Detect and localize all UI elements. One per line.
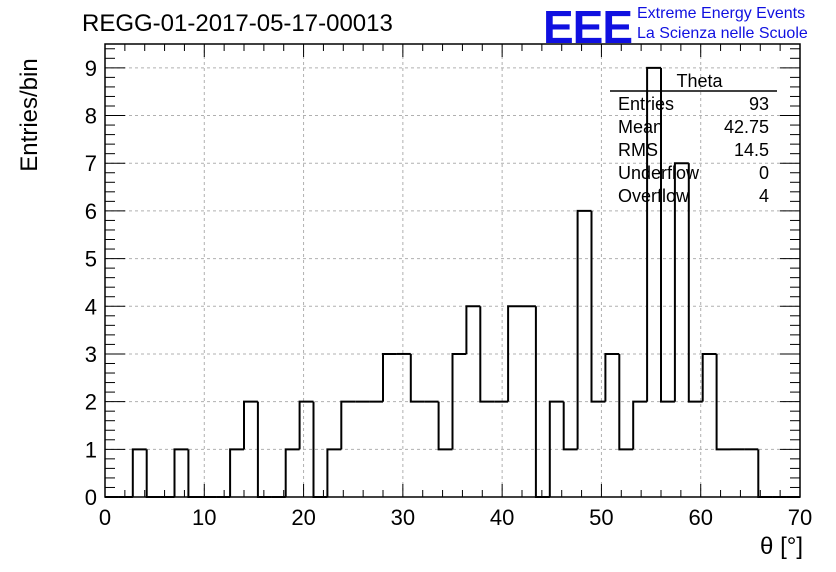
x-tick-label: 60 (688, 505, 712, 530)
y-tick-label: 5 (85, 247, 97, 272)
stats-row-value: 93 (749, 94, 769, 114)
stats-row-label: Entries (618, 94, 674, 114)
x-tick-label: 10 (192, 505, 216, 530)
x-tick-label: 40 (490, 505, 514, 530)
stats-row-label: Overflow (618, 186, 690, 206)
y-tick-label: 4 (85, 294, 97, 319)
eee-logo: EEE (543, 1, 633, 53)
y-tick-label: 0 (85, 485, 97, 510)
histogram-bin (701, 352, 717, 402)
histogram-bin (604, 352, 620, 402)
histogram-bin (145, 449, 161, 498)
stats-row-value: 4 (759, 186, 769, 206)
histogram-bin (243, 400, 258, 450)
stats-row-label: RMS (618, 140, 658, 160)
x-tick-label: 50 (589, 505, 613, 530)
stats-row-label: Mean (618, 117, 663, 137)
histogram-bin (507, 305, 522, 402)
stats-row-label: Underflow (618, 163, 700, 183)
histogram-bin (548, 400, 564, 497)
x-tick-label: 0 (99, 505, 111, 530)
histogram-bin (131, 448, 147, 497)
y-tick-label: 8 (85, 104, 97, 129)
histogram-bin (757, 449, 773, 498)
y-tick-label: 7 (85, 151, 97, 176)
histogram-bin (382, 352, 397, 402)
histogram-bin (326, 448, 342, 497)
histogram-bin (660, 67, 675, 403)
histogram-bin (451, 352, 467, 450)
histogram-bin (298, 400, 314, 450)
y-tick-label: 3 (85, 342, 97, 367)
y-tick-label: 1 (85, 437, 97, 462)
histogram-bin (229, 448, 244, 497)
chart-title: REGG-01-2017-05-17-00013 (82, 10, 393, 37)
logo-caption-line2: La Scienza nelle Scuole (637, 25, 808, 42)
histogram-bin (340, 400, 356, 450)
y-tick-label: 2 (85, 390, 97, 415)
stats-box-title: Theta (676, 71, 723, 91)
x-axis-label: θ [°] (760, 533, 803, 560)
histogram-bin (479, 306, 495, 403)
histogram-bin (632, 400, 648, 450)
histogram-bin (284, 448, 300, 497)
histogram-bin (187, 449, 203, 498)
histogram-bin (673, 162, 689, 402)
histogram-bin (576, 209, 592, 450)
y-tick-label: 6 (85, 199, 97, 224)
x-tick-label: 70 (788, 505, 812, 530)
y-axis-label: Entries/bin (16, 58, 43, 172)
histogram-bin (618, 353, 634, 451)
histogram-bin (465, 305, 481, 354)
x-tick-label: 20 (291, 505, 315, 530)
histogram-bin (173, 448, 189, 497)
histogram-bin (715, 353, 731, 451)
y-tick-label: 9 (85, 56, 97, 81)
histogram-bin (590, 210, 606, 403)
histogram-bin (687, 163, 703, 403)
stats-row-value: 42.75 (724, 117, 769, 137)
histogram-bin (409, 353, 425, 403)
logo-caption: Extreme Energy Events La Scienza nelle S… (637, 4, 808, 44)
logo-caption-line1: Extreme Energy Events (637, 5, 806, 22)
histogram-bin (562, 401, 578, 451)
histogram-bin (437, 401, 453, 451)
plot-frame (104, 43, 801, 498)
stats-row-value: 0 (759, 163, 769, 183)
histogram-bin (646, 66, 661, 402)
x-tick-label: 30 (391, 505, 415, 530)
stats-row-value: 14.5 (734, 140, 769, 160)
